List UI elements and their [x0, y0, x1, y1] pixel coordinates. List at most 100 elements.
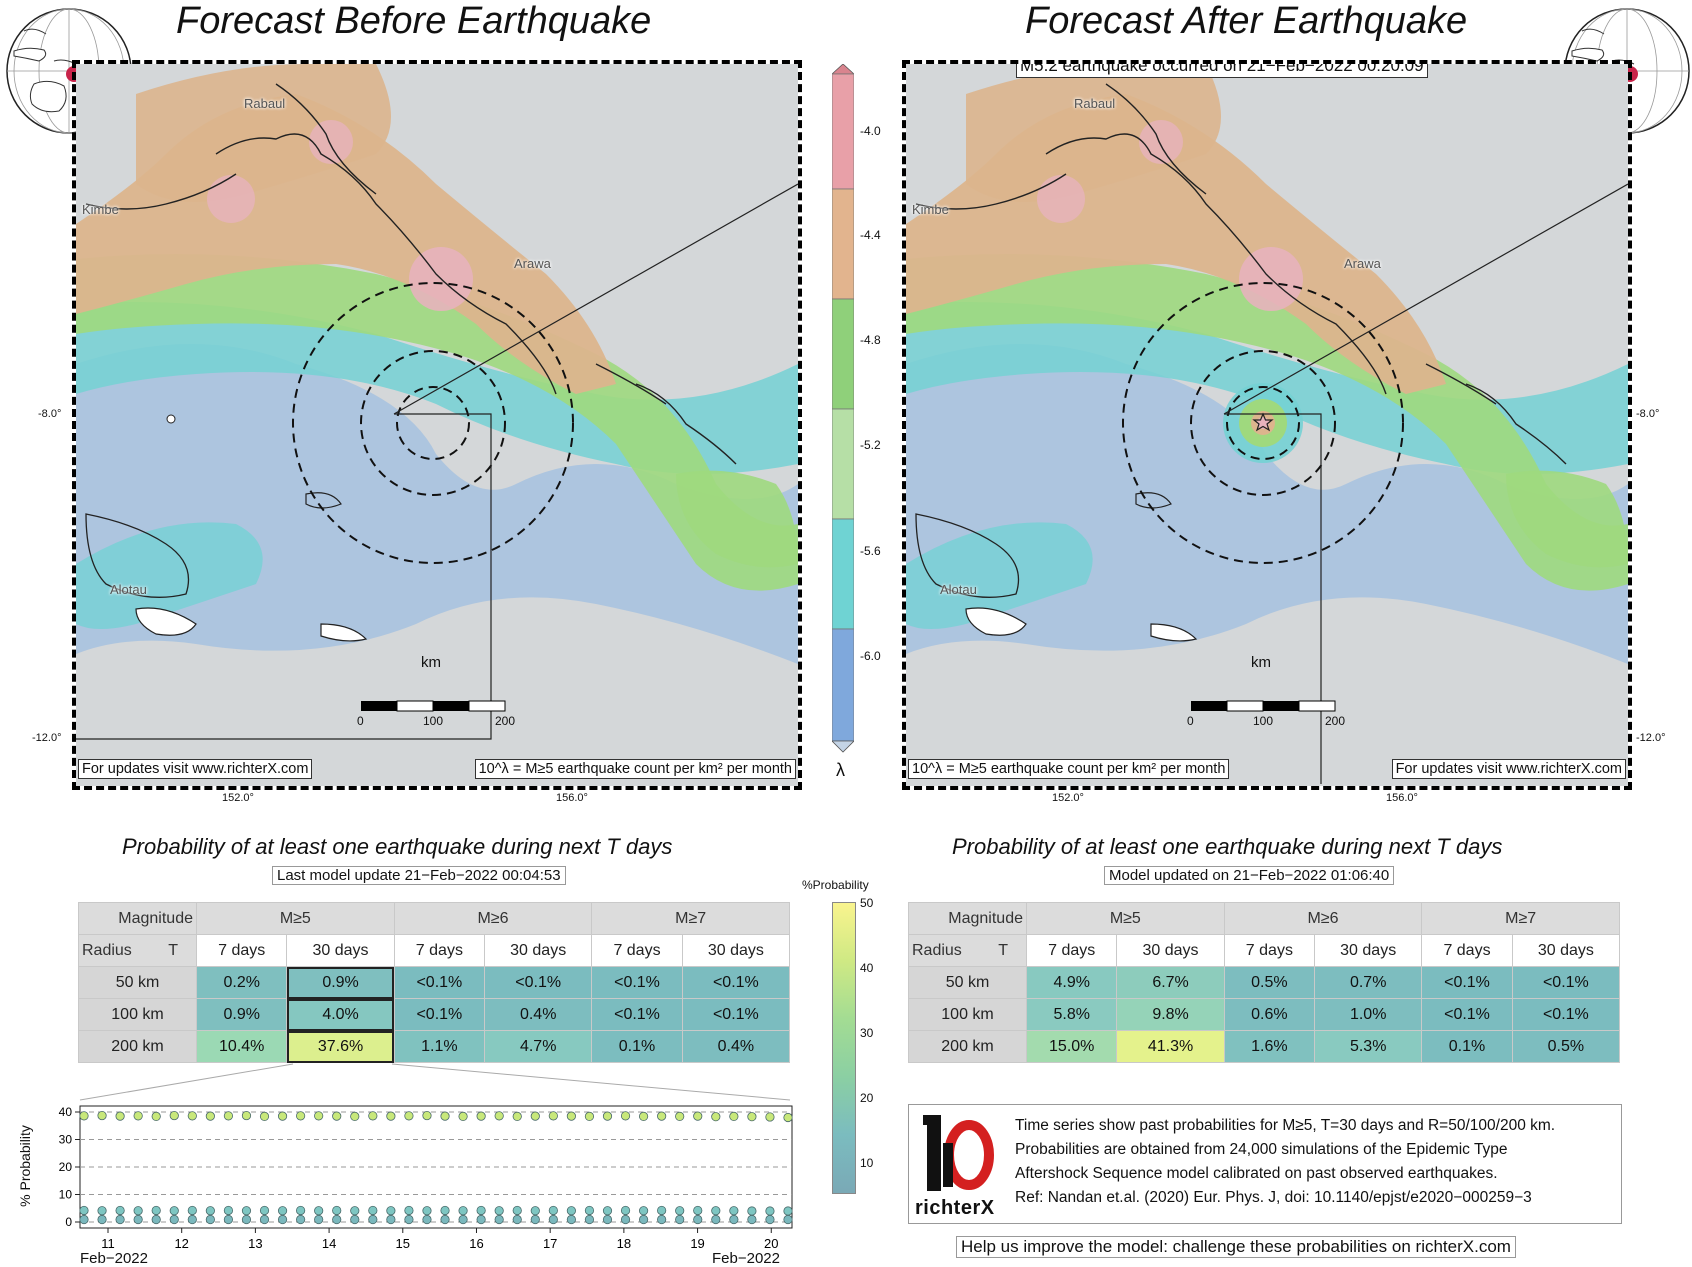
scale-tick: 100: [423, 714, 444, 728]
lambda-tick: -4.4: [860, 228, 881, 242]
data-point: [187, 1205, 197, 1216]
lat-tick: -8.0°: [1636, 408, 1660, 420]
data-point: [115, 1205, 125, 1216]
brand-name: richterX: [915, 1197, 995, 1219]
period-header: 30 days: [1511, 934, 1621, 967]
data-point: [440, 1205, 450, 1216]
data-point: [584, 1205, 595, 1216]
ts-start-label: Feb−2022: [80, 1250, 148, 1267]
prob-cell: 15.0%: [1025, 1030, 1118, 1063]
prob-tick: 20: [860, 1091, 874, 1105]
data-point: [133, 1111, 143, 1121]
data-point: [169, 1110, 179, 1121]
legend-line: Ref: Nandan et.al. (2020) Eur. Phys. J, …: [1015, 1189, 1532, 1206]
data-point: [440, 1214, 450, 1225]
prob-cell: <0.1%: [1511, 998, 1621, 1031]
y-tick-label: 30: [59, 1133, 73, 1147]
right-map-footer-right[interactable]: For updates visit www.richterX.com: [1391, 759, 1626, 779]
left-map[interactable]: Rabaul Kimbe Arawa Alotau km 0 100 200 F…: [76, 64, 798, 786]
data-point: [151, 1205, 161, 1216]
data-point: [729, 1206, 739, 1216]
data-point: [259, 1205, 270, 1216]
period-header: 30 days: [681, 934, 791, 967]
data-point: [223, 1205, 234, 1216]
corner-radius-label: Radius: [912, 941, 962, 959]
data-point: [765, 1206, 775, 1216]
period-header: 7 days: [1025, 934, 1118, 967]
data-point: [602, 1214, 613, 1225]
prob-colorbar: [832, 902, 856, 1194]
data-point: [494, 1214, 504, 1225]
y-tick-label: 0: [65, 1215, 72, 1229]
data-point: [350, 1214, 360, 1225]
left-map-border: [72, 60, 802, 790]
data-point: [205, 1214, 215, 1225]
x-tick-label: 15: [396, 1236, 410, 1251]
period-header: 30 days: [286, 934, 395, 967]
data-point: [205, 1111, 215, 1121]
prob-cell: 0.5%: [1223, 966, 1316, 999]
lon-tick: 152.0°: [1052, 792, 1084, 804]
scale-tick: 0: [1187, 714, 1194, 728]
prob-cell: 0.2%: [195, 966, 288, 999]
city-label: Alotau: [940, 582, 977, 597]
corner-magnitude: Magnitude: [908, 902, 1027, 935]
prob-cell: <0.1%: [591, 966, 683, 999]
data-point: [422, 1110, 432, 1121]
prob-tick: 50: [860, 896, 874, 910]
period-header: 7 days: [1421, 934, 1513, 967]
x-tick-label: 19: [690, 1236, 704, 1251]
data-point: [169, 1206, 179, 1216]
x-tick-label: 11: [101, 1236, 115, 1251]
radius-label: 200 km: [78, 1030, 197, 1063]
lambda-tick: -4.8: [860, 333, 881, 347]
period-header: 7 days: [195, 934, 288, 967]
corner-t-label: T: [168, 941, 178, 959]
period-header: 30 days: [1314, 934, 1423, 967]
left-map-footer-left[interactable]: For updates visit www.richterX.com: [78, 759, 313, 779]
data-point: [404, 1214, 414, 1225]
x-tick-label: 14: [322, 1236, 336, 1251]
data-point: [97, 1206, 107, 1216]
scale-unit-label: km: [1251, 654, 1271, 671]
data-point: [620, 1111, 631, 1121]
city-label: Kimbe: [912, 202, 949, 217]
data-point: [512, 1205, 522, 1216]
data-point: [620, 1205, 631, 1216]
data-point: [277, 1111, 288, 1121]
data-point: [169, 1214, 179, 1225]
data-point: [241, 1214, 252, 1225]
prob-cell: <0.1%: [1421, 966, 1513, 999]
data-point: [332, 1214, 342, 1225]
data-point: [296, 1205, 306, 1216]
prob-cell: 0.4%: [484, 998, 593, 1031]
y-tick-label: 10: [59, 1188, 73, 1202]
prob-cell: 4.9%: [1025, 966, 1118, 999]
data-point: [386, 1214, 396, 1225]
prob-cell: <0.1%: [1511, 966, 1621, 999]
footer-cta[interactable]: Help us improve the model: challenge the…: [956, 1236, 1516, 1258]
data-point: [711, 1206, 721, 1216]
right-map-border: [902, 60, 1632, 790]
x-tick-label: 20: [764, 1236, 778, 1251]
data-point: [530, 1206, 540, 1216]
data-point: [765, 1214, 775, 1225]
data-point: [223, 1214, 234, 1225]
prob-cell: 37.6%: [286, 1030, 395, 1063]
period-header: 30 days: [484, 934, 593, 967]
data-point: [783, 1112, 793, 1123]
legend-line: Aftershock Sequence model calibrated on …: [1015, 1165, 1498, 1182]
right-map[interactable]: M5.2 earthquake occurred on 21−Feb−2022 …: [906, 64, 1628, 786]
lambda-colorbar: [830, 63, 856, 759]
data-point: [693, 1111, 703, 1121]
data-point: [79, 1111, 89, 1121]
data-point: [711, 1214, 721, 1225]
data-point: [350, 1111, 360, 1121]
lambda-tick: -6.0: [860, 649, 881, 663]
epicenter-star-icon: [1252, 412, 1274, 432]
data-point: [548, 1111, 558, 1121]
data-point: [404, 1205, 414, 1216]
prob-cell: 1.6%: [1223, 1030, 1316, 1063]
table-row: 50 km 0.2% 0.9% <0.1% <0.1% <0.1% <0.1%: [78, 966, 791, 999]
